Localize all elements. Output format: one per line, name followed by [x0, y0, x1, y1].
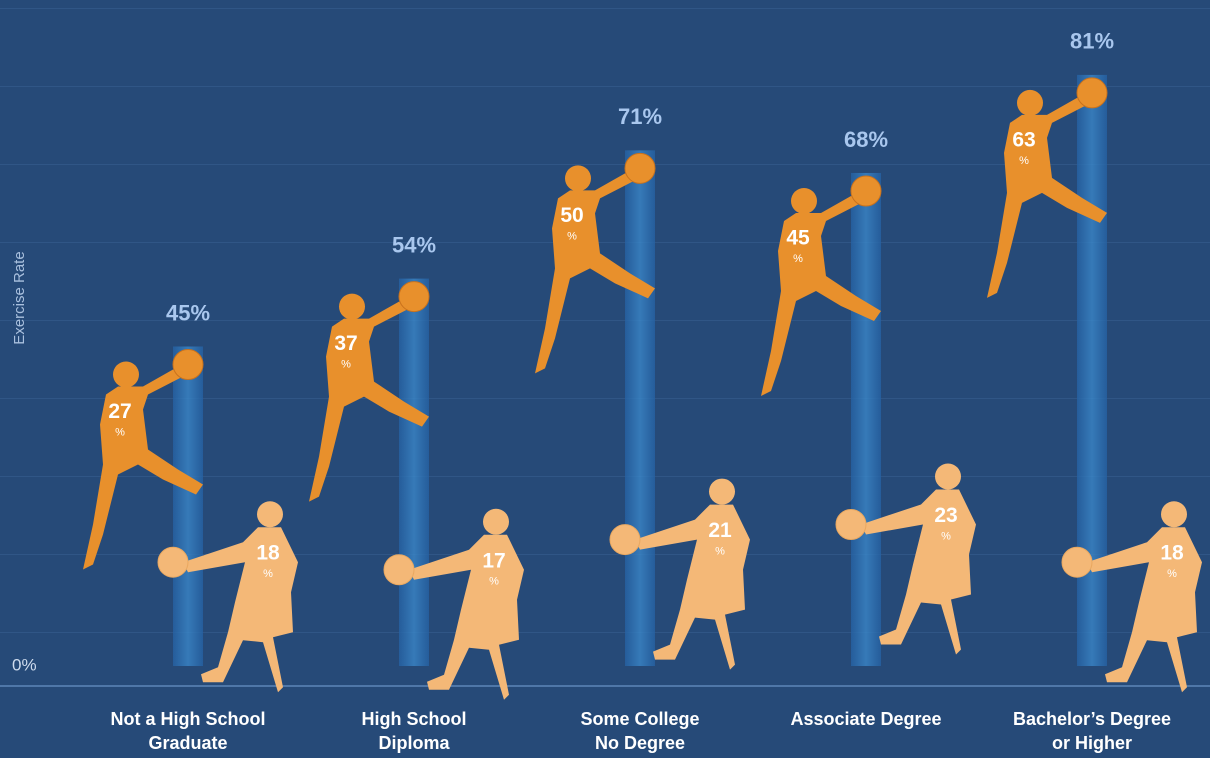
- player-head: [339, 294, 365, 320]
- total-column: [399, 279, 429, 666]
- chart: Exercise Rate 0% 45% 18% 27% Not a High Scho…: [0, 0, 1210, 758]
- total-column: [851, 173, 881, 666]
- x-tick-label: Diploma: [378, 733, 450, 753]
- segment-unit: %: [567, 230, 577, 242]
- segment-unit: %: [941, 530, 951, 542]
- player-head: [935, 463, 961, 489]
- ball: [1062, 547, 1092, 577]
- player-head: [709, 479, 735, 505]
- total-column: [1077, 75, 1107, 666]
- x-tick-label: No Degree: [595, 733, 685, 753]
- total-label: 45%: [166, 300, 210, 325]
- ball: [610, 525, 640, 555]
- player-head: [1017, 90, 1043, 116]
- segment-unit: %: [341, 359, 351, 371]
- segment-unit: %: [115, 426, 125, 438]
- x-tick-label: Bachelor’s Degree: [1013, 709, 1171, 729]
- segment-label: 21: [708, 519, 732, 542]
- total-column: [173, 347, 203, 667]
- segment-label: 18: [1160, 542, 1184, 565]
- ball: [399, 282, 429, 312]
- player-head: [257, 501, 283, 527]
- total-label: 68%: [844, 127, 888, 152]
- ball: [851, 176, 881, 206]
- segment-unit: %: [793, 253, 803, 265]
- segment-unit: %: [715, 545, 725, 557]
- y-axis-label: Exercise Rate: [11, 251, 28, 344]
- y-tick-label: 0%: [12, 655, 37, 674]
- segment-unit: %: [489, 576, 499, 588]
- total-column: [625, 150, 655, 666]
- x-tick-label: Some College: [580, 709, 699, 729]
- x-tick-label: High School: [362, 709, 467, 729]
- segment-unit: %: [1019, 155, 1029, 167]
- x-tick-label: Not a High School: [111, 709, 266, 729]
- player-head: [1161, 501, 1187, 527]
- total-label: 54%: [392, 232, 436, 257]
- segment-label: 37: [334, 332, 357, 355]
- x-tick-label: Graduate: [148, 733, 227, 753]
- segment-label: 45: [786, 227, 810, 250]
- total-label: 71%: [618, 104, 662, 129]
- segment-label: 50: [560, 204, 583, 227]
- segment-unit: %: [263, 568, 273, 580]
- ball: [1077, 78, 1107, 108]
- total-label: 81%: [1070, 29, 1114, 54]
- segment-label: 17: [482, 549, 505, 572]
- segment-label: 63: [1012, 128, 1035, 151]
- player-head: [791, 188, 817, 214]
- segment-label: 23: [934, 504, 957, 527]
- ball: [158, 547, 188, 577]
- segment-label: 18: [256, 542, 280, 565]
- ball: [625, 153, 655, 183]
- ball: [836, 509, 866, 539]
- segment-label: 27: [108, 400, 131, 423]
- segment-unit: %: [1167, 568, 1177, 580]
- ball: [173, 350, 203, 380]
- player-head: [483, 509, 509, 535]
- x-tick-label: Associate Degree: [790, 709, 941, 729]
- player-head: [113, 362, 139, 388]
- player-head: [565, 165, 591, 191]
- x-tick-label: or Higher: [1052, 733, 1132, 753]
- ball: [384, 555, 414, 585]
